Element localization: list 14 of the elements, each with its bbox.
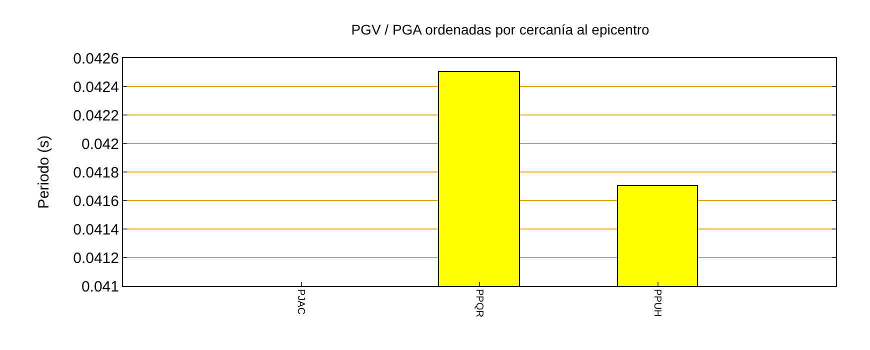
x-tick-label: PPQR xyxy=(473,289,484,318)
y-tick-label: 0.0422 xyxy=(73,107,119,124)
x-tick-label: PJAC xyxy=(295,289,306,315)
chart-title: PGV / PGA ordenadas por cercanía al epicentro xyxy=(351,21,650,38)
y-tick-label: 0.0418 xyxy=(73,164,119,182)
y-tick-label: 0.0426 xyxy=(73,50,119,68)
y-tick-label: 0.0412 xyxy=(73,250,119,267)
y-tick-label: 0.042 xyxy=(81,136,119,153)
y-tick-label: 0.0416 xyxy=(73,192,119,210)
y-tick-label: 0.0414 xyxy=(73,221,119,238)
y-axis-title: Periodo (s) xyxy=(35,135,52,209)
y-tick-label: 0.041 xyxy=(81,278,119,296)
x-tick-label: PPUH xyxy=(652,289,662,317)
y-tick-label: 0.0424 xyxy=(73,78,119,96)
